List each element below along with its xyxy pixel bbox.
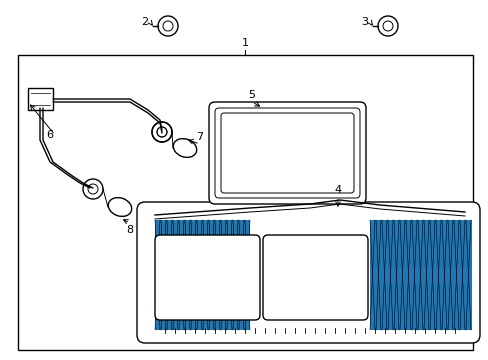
FancyBboxPatch shape — [215, 108, 359, 198]
FancyBboxPatch shape — [221, 113, 353, 193]
FancyBboxPatch shape — [155, 235, 260, 320]
FancyBboxPatch shape — [263, 235, 367, 320]
Text: 7: 7 — [196, 132, 203, 142]
Bar — [18, 55, 472, 350]
Text: 5: 5 — [248, 90, 255, 100]
Text: 1: 1 — [241, 38, 248, 48]
Text: 4: 4 — [334, 185, 341, 195]
FancyBboxPatch shape — [28, 88, 53, 110]
Text: 3: 3 — [360, 17, 367, 27]
FancyBboxPatch shape — [137, 202, 479, 343]
Text: 8: 8 — [126, 225, 133, 235]
Bar — [369, 220, 471, 330]
FancyBboxPatch shape — [208, 102, 365, 204]
Bar — [155, 220, 249, 330]
Text: 2: 2 — [141, 17, 148, 27]
Text: 6: 6 — [46, 130, 53, 140]
